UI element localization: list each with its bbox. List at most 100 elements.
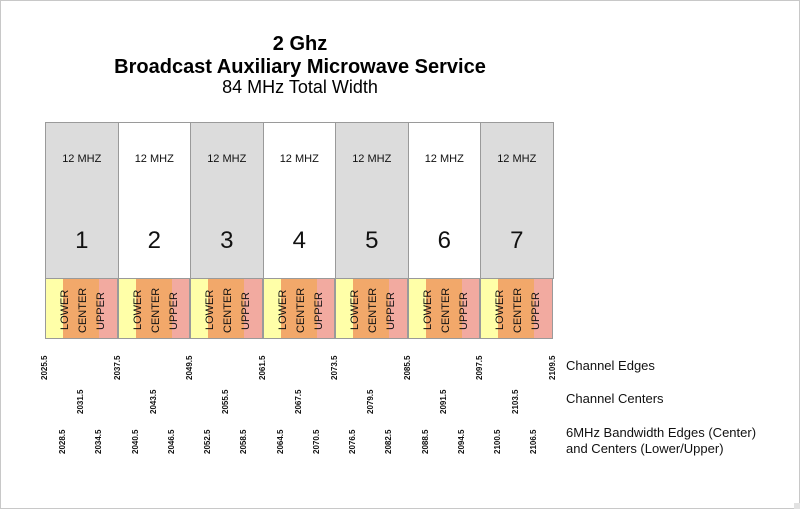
legend-bandwidth-line-1: 6MHz Bandwidth Edges (Center) — [566, 425, 757, 440]
bandwidth-edge-freq: 2100.5 — [493, 429, 502, 454]
channel-block-7: 12 MHZ 7 — [480, 122, 554, 279]
subband-label-upper: UPPER — [312, 292, 325, 330]
bandwidth-edge-freq: 2076.5 — [348, 429, 357, 454]
channel-edge-freq: 2073.5 — [330, 355, 339, 380]
subband-center-5 — [353, 279, 389, 339]
bandwidth-edge-freq: 2070.5 — [311, 429, 321, 454]
legend-channel-edges: Channel Edges — [566, 358, 655, 373]
channel-center-freq: 2043.5 — [148, 389, 158, 414]
subband-label-lower: LOWER — [59, 289, 71, 330]
channel-width-label: 12 MHZ — [207, 153, 247, 165]
subband-lower-5 — [335, 279, 353, 339]
channel-number: 4 — [292, 227, 306, 254]
subband-label-lower: LOWER — [204, 289, 216, 330]
bandwidth-edge-freq: 2034.5 — [94, 429, 103, 454]
subband-center-4 — [280, 279, 317, 339]
bandwidth-edge-freq: 2082.5 — [384, 429, 393, 454]
subband-lower-4 — [262, 279, 281, 339]
subband-label-upper: UPPER — [95, 292, 107, 330]
subband-lower-3 — [190, 279, 208, 339]
legend-bandwidth: 6MHz Bandwidth Edges (Center) and Center… — [566, 425, 756, 457]
subband-label-center: CENTER — [439, 287, 452, 333]
subband-label-upper: UPPER — [457, 292, 470, 330]
channel-number: 1 — [75, 227, 89, 254]
bandwidth-edge-freq: 2046.5 — [166, 429, 176, 454]
channel-center-freq: 2091.5 — [438, 389, 448, 414]
channel-number: 7 — [510, 227, 524, 254]
subband-center-7 — [498, 279, 534, 339]
channel-width-label: 12 MHZ — [424, 153, 464, 165]
channel-number: 6 — [437, 227, 451, 254]
subband-lower-7 — [480, 279, 498, 339]
subband-label-lower: LOWER — [494, 289, 506, 330]
subband-label-center: CENTER — [367, 287, 379, 333]
channel-block-3: 12 MHZ 3 — [190, 122, 264, 279]
legend-channel-centers: Channel Centers — [566, 391, 664, 406]
bandwidth-edge-freq: 2106.5 — [529, 429, 538, 454]
channel-width-label: 12 MHZ — [352, 153, 392, 165]
channel-edge-freq: 2097.5 — [475, 355, 484, 380]
channel-width-label: 12 MHZ — [134, 153, 174, 165]
legend-bandwidth-line-2: and Centers (Lower/Upper) — [566, 441, 724, 456]
bandwidth-edge-freq: 2028.5 — [58, 429, 67, 454]
band-bottom-border — [45, 338, 553, 339]
subband-upper-2 — [171, 279, 190, 339]
channel-center-freq: 2079.5 — [366, 389, 375, 414]
bandwidth-edge-freq: 2064.5 — [275, 429, 285, 454]
channel-block-6: 12 MHZ 6 — [407, 122, 481, 279]
bandwidth-edge-freq: 2058.5 — [239, 429, 248, 454]
subband-label-center: CENTER — [294, 287, 307, 333]
channel-center-freq: 2031.5 — [76, 389, 85, 414]
bandwidth-edge-freq: 2040.5 — [130, 429, 140, 454]
channel-number: 2 — [147, 227, 161, 254]
subband-label-upper: UPPER — [167, 292, 180, 330]
subband-label-center: CENTER — [222, 287, 234, 333]
channel-center-freq: 2103.5 — [511, 389, 520, 414]
subband-upper-3 — [244, 279, 263, 339]
channel-number: 5 — [365, 227, 379, 254]
subband-label-upper: UPPER — [385, 292, 397, 330]
subband-label-upper: UPPER — [240, 292, 252, 330]
channel-width-label: 12 MHZ — [279, 153, 319, 165]
subband-label-lower: LOWER — [276, 289, 289, 330]
channel-block-2: 12 MHZ 2 — [117, 122, 191, 279]
subband-label-lower: LOWER — [131, 289, 144, 330]
channel-number: 3 — [220, 227, 234, 254]
subband-center-3 — [208, 279, 244, 339]
channel-block-4: 12 MHZ 4 — [262, 122, 336, 279]
subband-upper-7 — [534, 279, 553, 339]
subband-upper-1 — [99, 279, 118, 339]
subband-upper-5 — [389, 279, 408, 339]
title-line-2: Broadcast Auxiliary Microwave Service — [114, 56, 486, 78]
subband-center-6 — [425, 279, 462, 339]
bandwidth-edge-freq: 2052.5 — [203, 429, 212, 454]
channel-edge-freq: 2025.5 — [40, 355, 49, 380]
channel-edge-freq: 2061.5 — [257, 355, 267, 380]
subband-label-lower: LOWER — [349, 289, 361, 330]
bandwidth-edge-freq: 2094.5 — [456, 429, 466, 454]
channel-center-freq: 2067.5 — [293, 389, 303, 414]
subband-lower-6 — [407, 279, 426, 339]
channel-block-1: 12 MHZ 1 — [45, 122, 119, 279]
subband-center-2 — [135, 279, 172, 339]
channel-width-label: 12 MHZ — [497, 153, 537, 165]
subband-label-center: CENTER — [149, 287, 162, 333]
channel-edge-freq: 2085.5 — [402, 355, 412, 380]
channel-edge-freq: 2037.5 — [112, 355, 122, 380]
subband-label-center: CENTER — [77, 287, 89, 333]
subband-label-lower: LOWER — [421, 289, 434, 330]
channel-block-5: 12 MHZ 5 — [335, 122, 409, 279]
subband-upper-6 — [461, 279, 480, 339]
channel-edge-freq: 2049.5 — [185, 355, 194, 380]
corner-shadow — [794, 503, 800, 509]
channel-width-label: 12 MHZ — [62, 153, 102, 165]
channel-edge-freq: 2109.5 — [547, 355, 557, 380]
subband-lower-1 — [45, 279, 63, 339]
bandwidth-edge-freq: 2088.5 — [420, 429, 430, 454]
subband-lower-2 — [117, 279, 136, 339]
subband-label-upper: UPPER — [530, 292, 542, 330]
subband-center-1 — [63, 279, 99, 339]
title-line-1: 2 Ghz — [272, 33, 328, 55]
subband-upper-4 — [316, 279, 335, 339]
subband-label-center: CENTER — [512, 287, 524, 333]
